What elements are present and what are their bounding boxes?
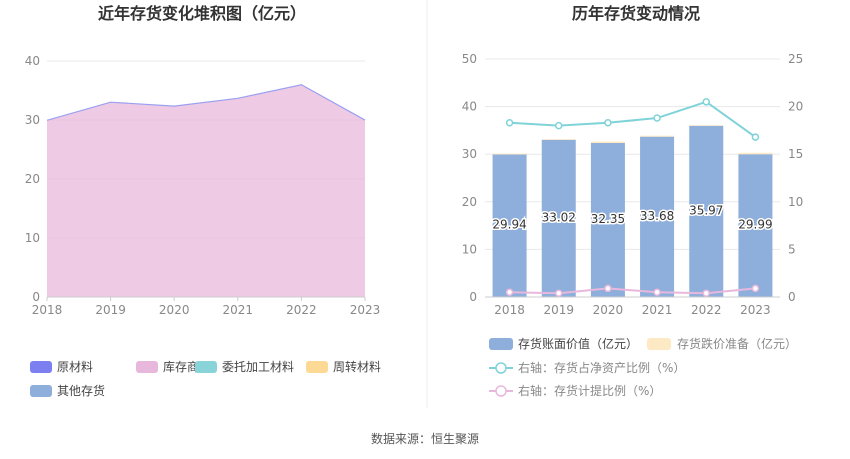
bar-data-label: 29.94: [492, 218, 526, 232]
legend-swatch-其他存货: [30, 385, 52, 397]
bar-impairment-reserve: [590, 141, 625, 144]
legend-marker-右轴：存货占净资产比例（%）: [495, 362, 507, 374]
bar-data-label: 33.02: [542, 210, 576, 224]
left-y-tick-label: 10: [25, 231, 40, 245]
right-y-tick-label: 20: [462, 195, 477, 209]
right-y2-tick-label: 0: [788, 290, 796, 304]
left-x-tick-label: 2022: [286, 303, 317, 317]
line-右轴：存货占净资产比例（%）: [509, 100, 756, 138]
line-point-右轴：存货计提比例（%）: [505, 288, 514, 296]
bar-data-label: 32.35: [591, 212, 625, 226]
left-chart: 近年存货变化堆积图（亿元） 0 10 20 30 40 2018 2019 2020 2021…: [25, 4, 381, 398]
legend-label-委托加工材料: 委托加工材料: [222, 360, 294, 374]
line-point-右轴：存货占净资产比例（%）: [751, 133, 760, 141]
legend-swatch-impairment-reserve: [647, 338, 671, 350]
legend-label-右轴：存货计提比例（%）: 右轴：存货计提比例（%）: [518, 383, 661, 398]
left-y-tick-label: 0: [32, 290, 40, 304]
line-point-右轴：存货占净资产比例（%）: [604, 119, 612, 127]
left-x-tick-label: 2019: [95, 303, 126, 317]
right-y2-tick-label: 5: [788, 242, 796, 256]
line-point-右轴：存货计提比例（%）: [604, 284, 612, 293]
line-point-右轴：存货计提比例（%）: [555, 289, 563, 297]
right-x-tick-label: 2022: [691, 303, 722, 317]
legend-label-其他存货: 其他存货: [57, 383, 105, 398]
right-x-tick-label: 2019: [543, 303, 574, 317]
legend-label-原材料: 原材料: [57, 360, 93, 374]
right-chart: 历年存货变动情况 0 10 20 30 40 50 0 5 10 15 20 25 29.94 33.…: [462, 4, 804, 398]
right-x-tick-label: 2018: [494, 303, 525, 317]
bar-inventory-value: [590, 143, 625, 297]
right-y2-tick-label: 15: [788, 147, 803, 161]
line-point-右轴：存货计提比例（%）: [653, 288, 661, 296]
area-line-库存商品: [46, 84, 366, 121]
right-x-axis: 2018 2019 2020 2021 2022 2023: [485, 296, 780, 317]
legend-swatch-库存商品: [136, 361, 158, 373]
bar-inventory-value: [689, 125, 724, 297]
legend-swatch-委托加工材料: [195, 361, 217, 373]
legend-swatch-原材料: [30, 361, 52, 373]
line-point-右轴：存货占净资产比例（%）: [653, 114, 661, 122]
right-y-tick-label: 30: [462, 147, 477, 161]
legend-label-右轴：存货占净资产比例（%）: 右轴：存货占净资产比例（%）: [518, 360, 685, 375]
legend-label-周转材料: 周转材料: [333, 359, 381, 374]
left-x-tick-label: 2021: [223, 303, 254, 317]
area-fill-库存商品: [47, 84, 365, 297]
bar-impairment-reserve: [689, 125, 724, 126]
legend-label-impairment-reserve: 存货跌价准备（亿元）: [677, 336, 797, 351]
bar-data-label: 29.99: [738, 218, 772, 232]
left-x-tick-label: 2023: [350, 303, 381, 317]
line-point-右轴：存货占净资产比例（%）: [702, 98, 710, 106]
line-右轴：存货计提比例（%）: [509, 287, 756, 295]
right-y-tick-label: 0: [469, 290, 477, 304]
right-chart-title: 历年存货变动情况: [572, 4, 700, 23]
right-bars: 29.94 33.02 32.35 33.68 35.97 29.99: [491, 125, 774, 297]
bar-impairment-reserve: [640, 135, 675, 137]
right-y-tick-label: 10: [462, 242, 477, 256]
data-source: 数据来源：恒生聚源: [371, 431, 479, 446]
left-y-axis: 0 10 20 30 40: [25, 54, 40, 304]
bar-inventory-value: [492, 154, 527, 297]
bar-inventory-value: [738, 154, 773, 297]
left-area-series: [46, 84, 366, 297]
line-point-右轴：存货占净资产比例（%）: [555, 121, 563, 130]
right-y-tick-label: 50: [462, 52, 477, 66]
right-x-tick-label: 2023: [740, 303, 771, 317]
left-x-tick-label: 2020: [159, 303, 190, 317]
bar-impairment-reserve: [738, 152, 773, 155]
right-y-tick-label: 40: [462, 100, 477, 114]
right-x-tick-label: 2021: [642, 303, 673, 317]
right-y-axis-left: 0 10 20 30 40 50: [462, 52, 477, 304]
line-point-右轴：存货计提比例（%）: [751, 284, 760, 293]
bar-data-label: 33.68: [640, 209, 674, 223]
left-chart-title: 近年存货变化堆积图（亿元）: [98, 4, 306, 23]
bar-impairment-reserve: [541, 139, 576, 140]
left-y-tick-label: 30: [25, 113, 40, 127]
right-y2-tick-label: 25: [788, 52, 803, 66]
bar-inventory-value: [640, 136, 675, 297]
legend-marker-右轴：存货计提比例（%）: [495, 385, 507, 397]
left-x-tick-label: 2018: [32, 303, 63, 317]
right-grid: [485, 58, 780, 298]
right-y2-tick-label: 10: [788, 195, 803, 209]
right-legend: 存货账面价值（亿元） 存货跌价准备（亿元） 右轴：存货占净资产比例（%） 右轴：存货计…: [489, 336, 797, 398]
line-point-右轴：存货占净资产比例（%）: [505, 119, 514, 127]
bar-impairment-reserve: [492, 153, 527, 155]
right-y2-tick-label: 20: [788, 100, 803, 114]
legend-swatch-inventory-value: [489, 338, 513, 350]
legend-label-inventory-value: 存货账面价值（亿元）: [518, 336, 638, 351]
right-x-tick-label: 2020: [593, 303, 624, 317]
legend-swatch-周转材料: [306, 361, 328, 373]
left-y-tick-label: 40: [25, 54, 40, 68]
bar-inventory-value: [541, 139, 576, 297]
bar-data-label: 35.97: [689, 203, 723, 217]
line-point-右轴：存货计提比例（%）: [702, 289, 710, 297]
right-lines: [505, 98, 760, 297]
left-y-tick-label: 20: [25, 172, 40, 186]
right-y-axis-right: 0 5 10 15 20 25: [788, 52, 803, 304]
left-x-axis: 2018 2019 2020 2021 2022 2023: [32, 296, 381, 317]
